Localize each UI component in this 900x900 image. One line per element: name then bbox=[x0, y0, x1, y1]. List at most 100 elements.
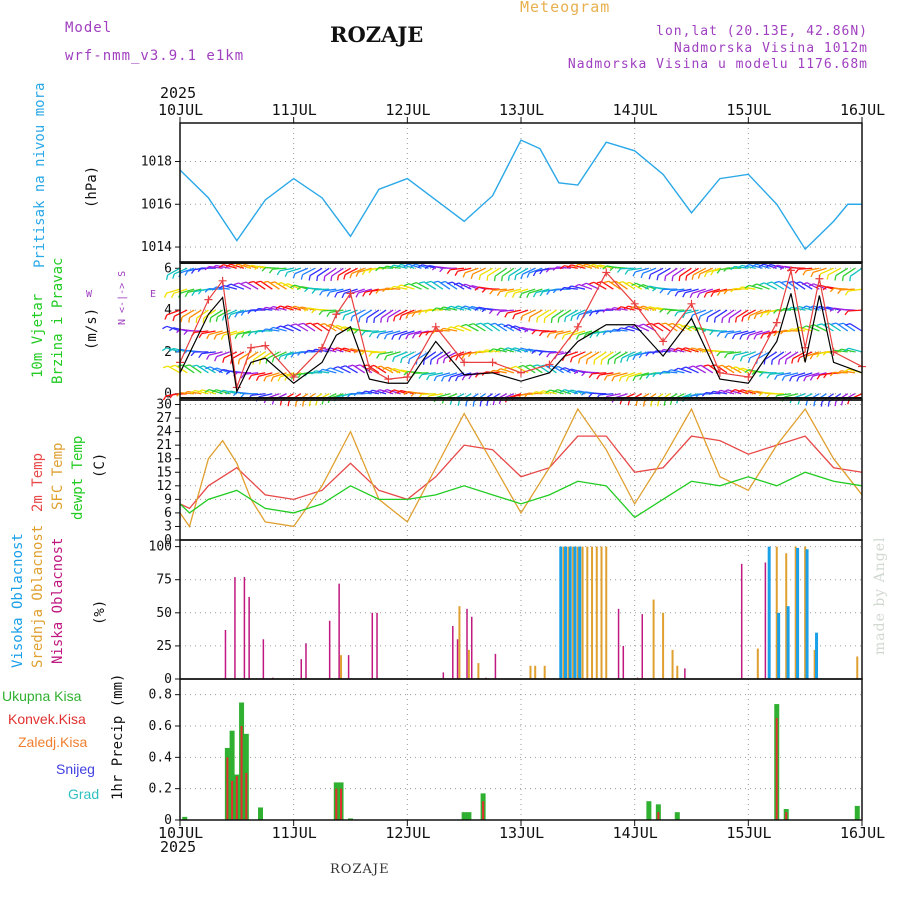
wind-barb bbox=[473, 323, 486, 332]
wind-barb-tick bbox=[609, 328, 615, 334]
wind-barb bbox=[663, 348, 678, 353]
wind-barb-tick bbox=[284, 354, 288, 360]
wind-barb bbox=[828, 267, 841, 276]
wind-barb-tick bbox=[638, 284, 644, 288]
wind-barb-tick bbox=[763, 359, 766, 365]
wind-barb-tick bbox=[276, 282, 282, 285]
wind-barb bbox=[522, 267, 536, 275]
wind-barb-tick bbox=[680, 347, 686, 351]
wind-barb bbox=[551, 365, 564, 374]
wind-barb-tick bbox=[645, 351, 650, 357]
wind-barb bbox=[317, 267, 330, 277]
wind-barb-tick bbox=[653, 322, 659, 325]
wind-barb bbox=[400, 330, 415, 336]
wind-barb bbox=[480, 267, 493, 276]
wind-barb-tick bbox=[652, 307, 657, 312]
wind-barb bbox=[166, 309, 181, 316]
cloud-ytick-label: 50 bbox=[156, 606, 172, 621]
temp-ytick-label: 3 bbox=[164, 519, 172, 534]
time-label-bottom: 15JUL bbox=[726, 824, 771, 842]
wind-barb bbox=[784, 393, 799, 398]
wind-barb-tick bbox=[368, 290, 373, 296]
wind-barb bbox=[436, 307, 451, 311]
cloud-mid-bar bbox=[794, 546, 797, 679]
wind-barb-tick bbox=[248, 280, 254, 284]
wind-barb-tick bbox=[440, 376, 445, 382]
wind-barb bbox=[387, 309, 401, 318]
wind-barb bbox=[699, 309, 714, 317]
wind-barb-tick bbox=[716, 268, 721, 274]
wind-barb bbox=[210, 309, 223, 319]
wind-barb bbox=[706, 288, 721, 294]
wind-barb bbox=[230, 330, 245, 336]
cloud-mid-bar bbox=[775, 546, 778, 679]
wind-barb bbox=[365, 390, 380, 395]
wind-barb bbox=[379, 266, 394, 269]
wind-barb-tick bbox=[616, 268, 622, 273]
wind-barb bbox=[394, 309, 408, 318]
wind-barb bbox=[521, 288, 536, 294]
cloud-mid-bar bbox=[785, 553, 788, 679]
wind-barb-tick bbox=[308, 401, 311, 407]
wind-barb-tick bbox=[802, 282, 808, 286]
wind-barb bbox=[665, 267, 678, 277]
wind-barb-tick bbox=[191, 364, 197, 368]
wind-barb bbox=[578, 263, 593, 269]
wind-barb-tick bbox=[454, 376, 459, 382]
cloud-mid-bar bbox=[591, 546, 594, 679]
wind-barb-tick bbox=[526, 272, 530, 278]
wind-barb bbox=[748, 284, 763, 290]
wind-barb bbox=[373, 364, 387, 374]
wind-barb bbox=[231, 351, 245, 360]
wind-barb bbox=[508, 324, 522, 332]
wind-barb-tick bbox=[554, 333, 558, 339]
wind-barb bbox=[705, 391, 720, 395]
wind-barb-tick bbox=[723, 267, 728, 272]
wind-barb-tick bbox=[330, 275, 333, 282]
wind-barb-tick bbox=[552, 266, 558, 271]
wind-barb-tick bbox=[197, 267, 202, 273]
cloud-high-bar bbox=[786, 606, 790, 679]
wind-barb-tick bbox=[342, 315, 346, 321]
wind-barb-tick bbox=[620, 357, 623, 363]
wind-barb bbox=[450, 326, 465, 332]
wind-barb bbox=[693, 365, 707, 374]
wind-barb-tick bbox=[405, 334, 409, 340]
wind-barb-tick bbox=[810, 272, 814, 278]
wind-barb bbox=[635, 324, 650, 332]
wind-barb-tick bbox=[417, 264, 423, 269]
wind-barb-tick bbox=[411, 333, 416, 339]
wind-barb-tick bbox=[479, 401, 482, 407]
wind-barb-tick bbox=[426, 280, 432, 284]
wind-barb bbox=[372, 351, 387, 354]
wind-gust-marker bbox=[403, 373, 412, 381]
wind-barb bbox=[258, 307, 273, 311]
wind-barb-tick bbox=[405, 313, 409, 319]
wind-barb-tick bbox=[467, 305, 473, 310]
wind-barb bbox=[727, 389, 742, 395]
wind-barb bbox=[315, 288, 330, 291]
wind-barb bbox=[606, 308, 621, 311]
temp-ytick-label: 18 bbox=[156, 452, 172, 467]
wind-barb bbox=[542, 330, 557, 333]
wind-barb bbox=[514, 309, 529, 316]
wind-barb bbox=[322, 309, 337, 312]
wind-barb bbox=[393, 264, 408, 269]
wind-barb-tick bbox=[784, 359, 787, 365]
wind-barb-tick bbox=[625, 376, 629, 382]
wind-barb-tick bbox=[609, 266, 615, 272]
wind-barb bbox=[436, 393, 451, 399]
compass-w: W bbox=[86, 289, 93, 300]
wind-barb-tick bbox=[353, 329, 359, 334]
wind-gust-marker bbox=[687, 299, 696, 308]
wind-barb-tick bbox=[631, 282, 637, 287]
wind-barb-tick bbox=[816, 374, 821, 380]
wind-barb bbox=[487, 322, 501, 332]
wind-gust-marker bbox=[602, 268, 611, 277]
wind-barb-tick bbox=[524, 328, 529, 333]
wind-barb-tick bbox=[710, 292, 714, 298]
wind-barb-tick bbox=[365, 317, 368, 323]
wind-barb bbox=[537, 364, 550, 374]
wind-barb-tick bbox=[753, 314, 757, 320]
wind-barb-tick bbox=[564, 316, 567, 323]
